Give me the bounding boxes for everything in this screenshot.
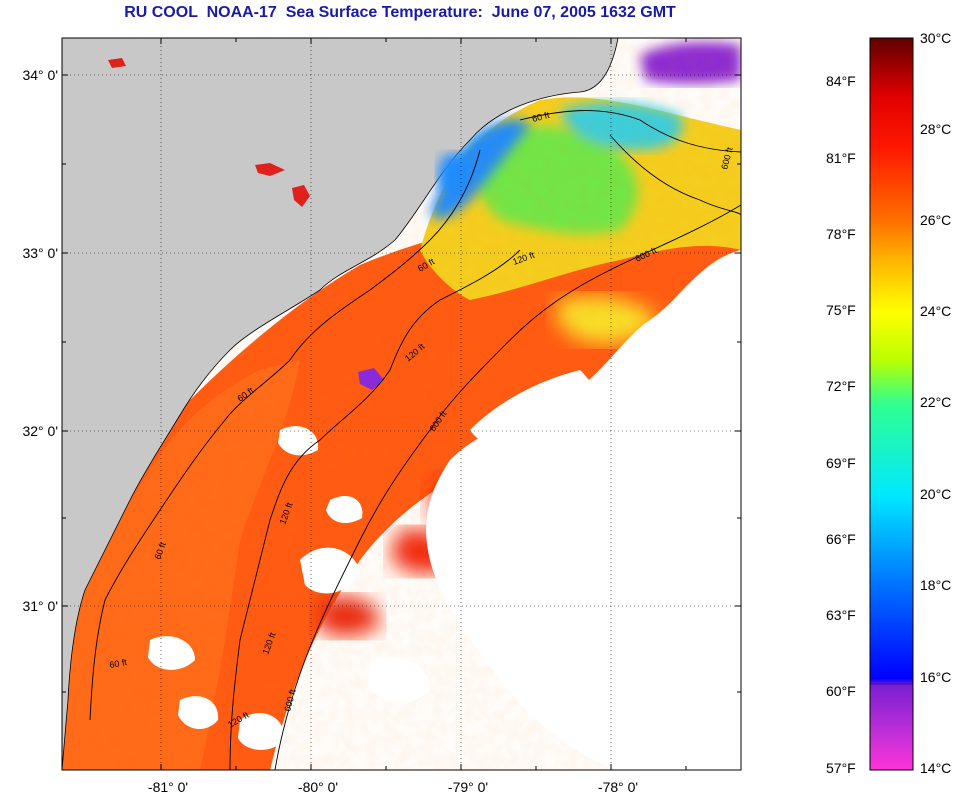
celsius-label: 30°C: [920, 30, 952, 46]
celsius-label: 16°C: [920, 669, 952, 685]
offshore-feature: [255, 163, 285, 176]
contour-label: 60 ft: [531, 110, 551, 124]
fahrenheit-label: 81°F: [826, 150, 856, 166]
lat-label: 33° 0': [22, 245, 58, 261]
celsius-label: 26°C: [920, 212, 952, 228]
lat-label: 32° 0': [22, 423, 58, 439]
lat-label: 34° 0': [22, 67, 58, 83]
ticks: [62, 38, 741, 770]
lon-label: -78° 0': [598, 779, 638, 795]
fahrenheit-label: 63°F: [826, 607, 856, 623]
fahrenheit-label: 75°F: [826, 302, 856, 318]
cool-nearshore-patch: [438, 153, 470, 189]
land-mass: [62, 38, 619, 770]
lon-label: -79° 0': [448, 779, 488, 795]
colorbar-gradient: [869, 37, 914, 771]
map-content: [62, 38, 741, 770]
fahrenheit-label: 69°F: [826, 455, 856, 471]
lat-label: 31° 0': [22, 598, 58, 614]
cloud-areas: [148, 250, 741, 770]
fahrenheit-label: 60°F: [826, 683, 856, 699]
celsius-label: 28°C: [920, 121, 952, 137]
celsius-label: 22°C: [920, 394, 952, 410]
map-title: RU COOL NOAA-17 Sea Surface Temperature:…: [124, 4, 676, 21]
offshore-feature: [108, 58, 126, 68]
fahrenheit-label: 72°F: [826, 378, 856, 394]
celsius-label: 24°C: [920, 303, 952, 319]
latitude-labels: 34° 0' 33° 0' 32° 0' 31° 0': [22, 67, 58, 614]
fahrenheit-label: 57°F: [826, 760, 856, 776]
celsius-label: 18°C: [920, 577, 952, 593]
longitude-labels: -81° 0' -80° 0' -79° 0' -78° 0': [148, 779, 638, 795]
depth-contours: [89, 110, 741, 770]
fahrenheit-label: 78°F: [826, 226, 856, 242]
fahrenheit-label: 66°F: [826, 531, 856, 547]
fahrenheit-label: 84°F: [826, 73, 856, 89]
colorbar: [869, 37, 914, 771]
offshore-feature: [292, 185, 310, 207]
celsius-label: 14°C: [920, 760, 952, 776]
map-frame: [61, 37, 742, 771]
contour-label: 60 ft: [109, 657, 128, 670]
lon-label: -81° 0': [148, 779, 188, 795]
celsius-label: 20°C: [920, 486, 952, 502]
offshore-feature-2: [358, 368, 384, 390]
lon-label: -80° 0': [298, 779, 338, 795]
